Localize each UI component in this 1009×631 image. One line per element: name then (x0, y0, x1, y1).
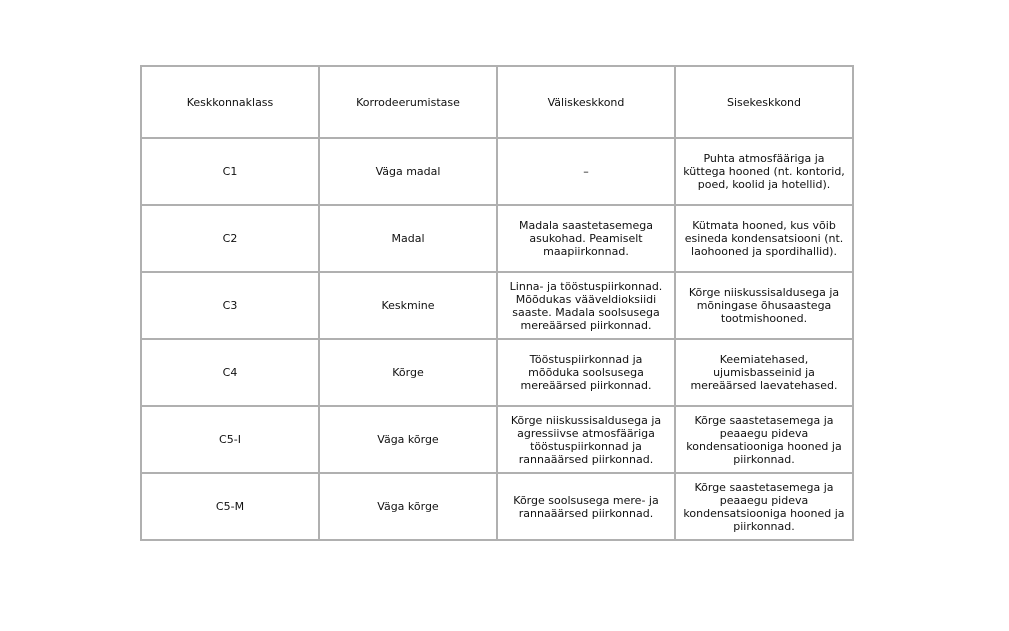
corrosion-level-cell: Kõrge (318, 338, 498, 407)
outdoor-cell: Kõrge niiskussisaldusega ja agressiivse … (496, 405, 676, 474)
indoor-cell: Kõrge saastetasemega ja peaaegu pideva k… (674, 472, 854, 541)
table-header-row: Keskkonnaklass Korrodeerumistase Väliske… (140, 65, 854, 139)
outdoor-cell: – (496, 137, 676, 206)
outdoor-cell: Linna- ja tööstuspiirkonnad. Mõõdukas vä… (496, 271, 676, 340)
corrosion-level-cell: Väga kõrge (318, 472, 498, 541)
corrosion-level-cell: Väga kõrge (318, 405, 498, 474)
class-cell: C1 (140, 137, 320, 206)
table-row: C3 Keskmine Linna- ja tööstuspiirkonnad. M… (140, 271, 854, 340)
header-cell: Keskkonnaklass (140, 65, 320, 139)
indoor-cell: Kõrge saastetasemega ja peaaegu pideva k… (674, 405, 854, 474)
class-cell: C4 (140, 338, 320, 407)
indoor-cell: Kõrge niiskussisaldusega ja mõningase õh… (674, 271, 854, 340)
table-row: C2 Madal Madala saastetasemega asukohad. P… (140, 204, 854, 273)
class-cell: C5-M (140, 472, 320, 541)
table-row: C5-I Väga kõrge Kõrge niiskussisaldusega j… (140, 405, 854, 474)
indoor-cell: Kütmata hooned, kus võib esineda kondens… (674, 204, 854, 273)
indoor-cell: Keemiatehased, ujumisbasseinid ja mereää… (674, 338, 854, 407)
table-row: C5-M Väga kõrge Kõrge soolsusega mere- ja … (140, 472, 854, 541)
class-cell: C2 (140, 204, 320, 273)
outdoor-cell: Kõrge soolsusega mere- ja rannaäärsed pi… (496, 472, 676, 541)
class-cell: C3 (140, 271, 320, 340)
corrosion-level-cell: Keskmine (318, 271, 498, 340)
header-cell: Väliskeskkond (496, 65, 676, 139)
header-cell: Korrodeerumistase (318, 65, 498, 139)
outdoor-cell: Madala saastetasemega asukohad. Peamisel… (496, 204, 676, 273)
table-row: C4 Kõrge Tööstuspiirkonnad ja mõõduka sool… (140, 338, 854, 407)
outdoor-cell: Tööstuspiirkonnad ja mõõduka soolsusega … (496, 338, 676, 407)
indoor-cell: Puhta atmosfääriga ja küttega hooned (nt… (674, 137, 854, 206)
header-cell: Sisekeskkond (674, 65, 854, 139)
table-row: C1 Väga madal – Puhta atmosfääriga ja kütte… (140, 137, 854, 206)
class-cell: C5-I (140, 405, 320, 474)
corrosivity-table: Keskkonnaklass Korrodeerumistase Väliske… (140, 65, 854, 541)
corrosion-level-cell: Väga madal (318, 137, 498, 206)
corrosion-level-cell: Madal (318, 204, 498, 273)
